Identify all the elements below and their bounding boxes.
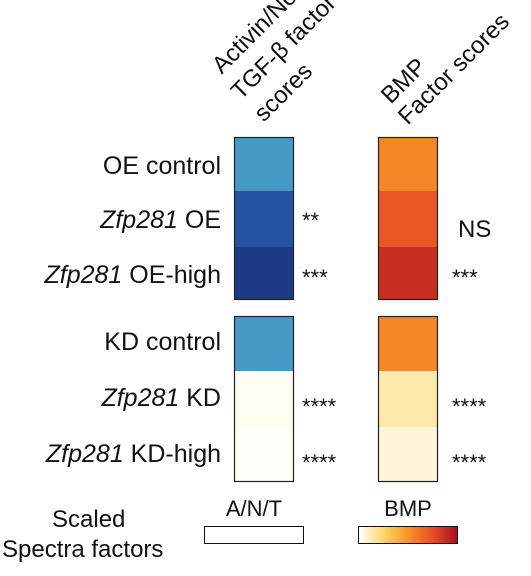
heatmap-cell-anT-3 xyxy=(234,316,294,371)
heatmap-cell-bmp-5 xyxy=(378,427,438,482)
row-label-italic: Zfp281 xyxy=(45,440,124,468)
heatmap-cell-anT-0 xyxy=(234,137,294,191)
significance-ant-kd-high: **** xyxy=(302,450,337,475)
significance-bmp-kd: **** xyxy=(452,394,487,419)
row-label-text: KD xyxy=(179,384,221,412)
row-label-zfp281-kd-high: Zfp281 KD-high xyxy=(46,439,221,469)
colorbar-title-bmp: BMP xyxy=(384,496,432,521)
row-label-text: OE-high xyxy=(122,261,221,289)
significance-ant-oe: ** xyxy=(302,208,320,233)
heatmap-cell-anT-1 xyxy=(234,191,294,247)
heatmap-block-outline-anT-1 xyxy=(233,315,295,483)
significance-bmp-oe: NS xyxy=(458,216,492,243)
heatmap-block-outline-bmp-0 xyxy=(377,136,439,301)
heatmap-cell-anT-2 xyxy=(234,247,294,300)
row-label-oe-control: OE control xyxy=(103,151,221,181)
row-label-text: KD control xyxy=(104,328,221,356)
row-label-zfp281-oe: Zfp281 OE xyxy=(100,205,221,235)
heatmap-cell-bmp-4 xyxy=(378,371,438,427)
significance-ant-kd: **** xyxy=(302,394,337,419)
heatmap-cell-anT-5 xyxy=(234,427,294,482)
row-label-italic: Zfp281 xyxy=(44,261,123,289)
row-label-text: OE control xyxy=(102,152,221,180)
heatmap-cell-bmp-1 xyxy=(378,191,438,247)
significance-bmp-oe-high: *** xyxy=(452,265,478,290)
row-label-zfp281-kd: Zfp281 KD xyxy=(101,383,221,413)
row-label-text: KD-high xyxy=(123,440,221,468)
heatmap-block-outline-bmp-1 xyxy=(377,315,439,483)
legend-label-line-2: Spectra factors xyxy=(2,536,164,563)
colorbar-title-ant: A/N/T xyxy=(225,496,283,521)
row-label-italic: Zfp281 xyxy=(100,206,178,234)
colorbar-bmp xyxy=(358,526,458,544)
row-label-zfp281-oe-high: Zfp281 OE-high xyxy=(44,260,221,290)
row-label-italic: Zfp281 xyxy=(101,384,180,412)
heatmap-cell-bmp-3 xyxy=(378,316,438,371)
heatmap-cell-bmp-0 xyxy=(378,137,438,191)
heatmap-cell-bmp-2 xyxy=(378,247,438,300)
significance-ant-oe-high: *** xyxy=(302,265,328,290)
legend-label-line-1: Scaled xyxy=(52,506,126,533)
colorbar-ant xyxy=(204,526,304,544)
significance-bmp-kd-high: **** xyxy=(452,450,487,475)
heatmap-cell-anT-4 xyxy=(234,371,294,427)
heatmap-block-outline-anT-0 xyxy=(233,136,295,301)
row-label-text: OE xyxy=(177,206,221,234)
row-label-kd-control: KD control xyxy=(104,327,221,357)
